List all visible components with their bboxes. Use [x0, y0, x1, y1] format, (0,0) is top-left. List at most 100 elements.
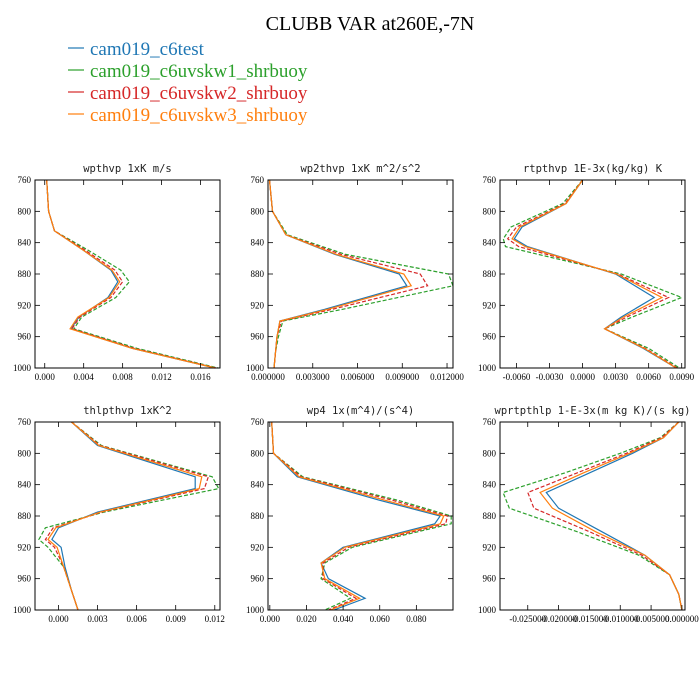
ytick-label-0-3: 880 [18, 269, 32, 279]
xtick-label-5-3: -0.010000 [602, 614, 639, 624]
plot-frame-5 [499, 421, 686, 611]
xtick-label-3-4: 0.012 [205, 614, 225, 624]
ytick-label-1-4: 920 [251, 300, 265, 310]
ytick-label-0-6: 1000 [13, 363, 32, 373]
series-line-4-1 [271, 421, 452, 611]
xtick-label-2-1: -0.0030 [536, 372, 564, 382]
series-line-2-3 [511, 179, 677, 369]
series-line-5-3 [539, 421, 683, 611]
ytick-label-3-4: 920 [18, 542, 32, 552]
legend-label-2: cam019_c6uvskw2_shrbuoy [90, 83, 308, 104]
legend-label-3: cam019_c6uvskw3_shrbuoy [90, 105, 308, 126]
ytick-label-0-5: 960 [18, 332, 32, 342]
xtick-label-2-2: 0.0000 [570, 372, 595, 382]
xtick-label-1-0: 0.000000 [251, 372, 285, 382]
ytick-label-5-4: 920 [483, 542, 497, 552]
ytick-label-1-3: 880 [251, 269, 265, 279]
xtick-label-0-0: 0.000 [35, 372, 56, 382]
xtick-label-0-2: 0.008 [113, 372, 134, 382]
xtick-label-1-4: 0.012000 [430, 372, 464, 382]
ytick-label-4-6: 1000 [246, 605, 265, 615]
xtick-label-4-0: 0.000 [260, 614, 281, 624]
panel-title-5: wprtpthlp 1-E-3x(m kg K)/(s kg) [495, 405, 691, 417]
ytick-label-0-2: 840 [18, 238, 32, 248]
series-line-0-1 [46, 179, 219, 369]
series-line-4-2 [271, 421, 449, 611]
ytick-label-2-5: 960 [483, 332, 497, 342]
series-line-2-0 [513, 179, 677, 369]
panel-3: thlpthvp 1xK^2 760 800 840 880 920 960 1000 0.00… [13, 405, 225, 624]
panel-title-0: wpthvp 1xK m/s [83, 163, 172, 175]
panel-4: wp4 1x(m^4)/(s^4)76080084088092096010000… [246, 405, 454, 624]
ytick-label-3-1: 800 [18, 448, 32, 458]
xtick-label-4-3: 0.060 [370, 614, 391, 624]
series-line-2-2 [506, 179, 678, 369]
xtick-label-5-1: -0.020000 [540, 614, 577, 624]
xtick-label-5-2: -0.015000 [571, 614, 608, 624]
series-line-2-1 [502, 179, 684, 369]
ytick-label-3-3: 880 [18, 511, 32, 521]
ytick-label-5-3: 880 [483, 511, 497, 521]
xtick-label-1-3: 0.009000 [385, 372, 419, 382]
xtick-label-1-2: 0.006000 [341, 372, 375, 382]
ytick-label-3-2: 840 [18, 480, 32, 490]
xtick-label-5-0: -0.025000 [509, 614, 546, 624]
ytick-label-2-3: 880 [483, 269, 497, 279]
xtick-label-2-3: 0.0030 [603, 372, 628, 382]
series-line-3-2 [44, 421, 210, 611]
plot-frame-4 [267, 421, 454, 611]
panel-title-2: rtpthvp 1E-3x(kg/kg) K [523, 163, 663, 175]
ytick-label-4-5: 960 [251, 574, 265, 584]
series-line-5-1 [502, 421, 683, 611]
ytick-label-4-0: 760 [251, 417, 265, 427]
ytick-label-1-1: 800 [251, 206, 265, 216]
xtick-label-4-4: 0.080 [406, 614, 427, 624]
xtick-label-2-4: 0.0060 [636, 372, 661, 382]
xtick-label-0-1: 0.004 [74, 372, 95, 382]
plot-frame-3 [34, 421, 221, 611]
ytick-label-4-2: 840 [251, 480, 265, 490]
series-line-3-0 [51, 421, 196, 611]
panel-title-1: wp2thvp 1xK m^2/s^2 [300, 163, 420, 175]
ytick-label-2-1: 800 [483, 206, 497, 216]
ytick-label-5-2: 840 [483, 480, 497, 490]
panel-5: wprtpthlp 1-E-3x(m kg K)/(s kg)760 800 840… [478, 405, 699, 624]
xtick-label-3-3: 0.009 [166, 614, 187, 624]
ytick-label-1-6: 1000 [246, 363, 265, 373]
series-line-0-0 [46, 179, 216, 369]
series-line-0-2 [46, 179, 217, 369]
xtick-label-5-4: -0.005000 [633, 614, 670, 624]
xtick-label-3-1: 0.003 [87, 614, 108, 624]
ytick-label-0-0: 760 [18, 175, 32, 185]
xtick-label-3-2: 0.006 [126, 614, 147, 624]
xtick-label-2-0: -0.0060 [503, 372, 531, 382]
panels: wpthvp 1xK m/s76080084088092096010000.00… [13, 163, 699, 624]
xtick-label-0-3: 0.012 [151, 372, 171, 382]
ytick-label-1-2: 840 [251, 238, 265, 248]
panel-title-3: thlpthvp 1xK^2 [83, 405, 172, 417]
series-line-1-0 [268, 179, 408, 369]
series-line-5-2 [527, 421, 683, 611]
series-line-3-1 [38, 421, 220, 611]
ytick-label-5-6: 1000 [478, 605, 497, 615]
panel-1: wp2thvp 1xK m^2/s^2 760 800 840 880 920 960 100… [246, 163, 464, 382]
xtick-label-3-0: 0.000 [48, 614, 69, 624]
figure-title: CLUBB VAR at260E,-7N [266, 13, 475, 35]
series-line-4-0 [271, 421, 442, 611]
ytick-label-1-0: 760 [251, 175, 265, 185]
panel-0: wpthvp 1xK m/s76080084088092096010000.00… [13, 163, 221, 382]
xtick-label-1-1: 0.003000 [296, 372, 330, 382]
series-line-1-3 [268, 179, 413, 369]
ytick-label-3-5: 960 [18, 574, 32, 584]
series-line-0-3 [46, 179, 216, 369]
ytick-label-0-4: 920 [18, 300, 32, 310]
legend: cam019_c6test cam019_c6uvskw1_shrbuoy ca… [68, 39, 308, 126]
plot-frame-0 [34, 179, 221, 369]
xtick-label-4-1: 0.020 [296, 614, 317, 624]
ytick-label-5-1: 800 [483, 448, 497, 458]
ytick-label-5-0: 760 [483, 417, 497, 427]
ytick-label-3-6: 1000 [13, 605, 32, 615]
ytick-label-4-3: 880 [251, 511, 265, 521]
legend-label-0: cam019_c6test [90, 39, 205, 60]
